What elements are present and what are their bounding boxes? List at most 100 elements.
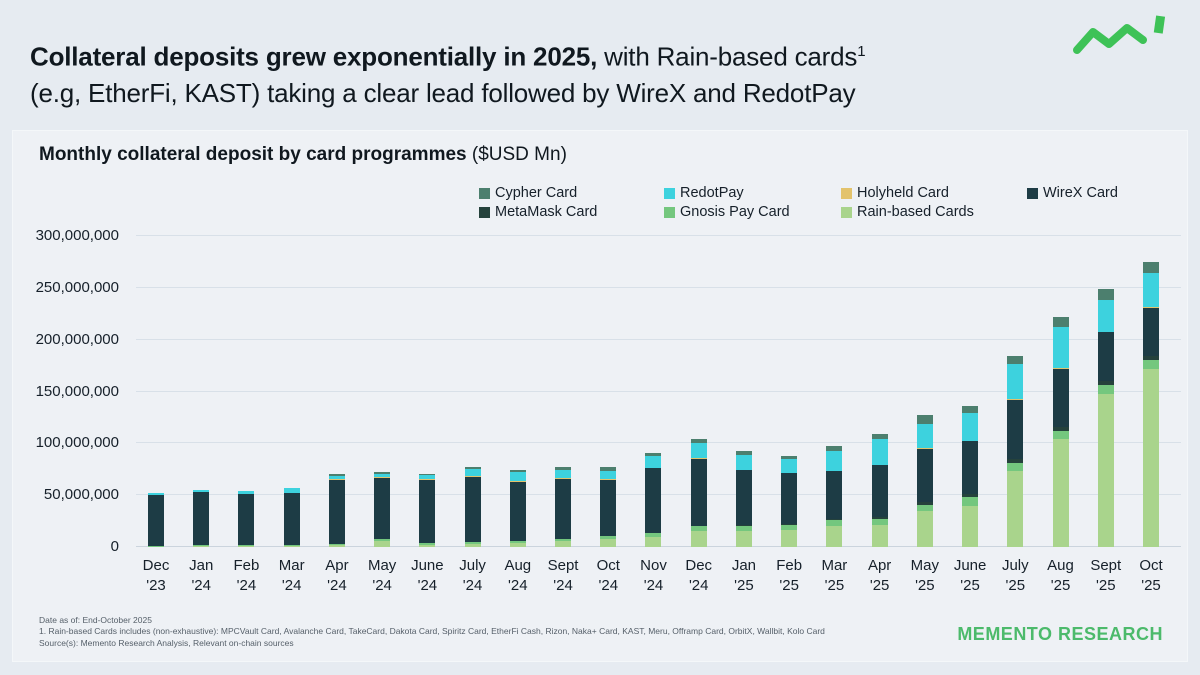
bar-segment (193, 491, 210, 493)
legend-swatch-icon (479, 206, 490, 218)
x-tick-label: July '25 (988, 556, 1042, 596)
bar-segment (962, 412, 979, 441)
bar-segment (735, 470, 752, 526)
plot-area: Dec '23 Jan '24 Feb '24 Mar '24 Apr '24 May '24 June… (136, 235, 1181, 594)
bar-segment (735, 451, 752, 456)
bar-column (509, 469, 526, 547)
page-title-regular: with Rain-based cards (597, 41, 858, 72)
legend-label: RedotPay (680, 185, 744, 201)
gridline (136, 390, 1181, 392)
bar-segment (1097, 381, 1114, 386)
gridline (136, 338, 1181, 340)
bar-segment (1097, 331, 1114, 333)
x-tick-label: July '24 (446, 556, 500, 596)
x-tick-year: '25 (869, 577, 890, 594)
brand-wordmark: MEMENTO RESEARCH (957, 624, 1163, 644)
bar-segment (328, 476, 345, 480)
x-tick-label: Feb '25 (762, 556, 816, 596)
bar-column (1007, 355, 1024, 547)
bar-segment (781, 472, 798, 474)
bar-segment (690, 442, 707, 459)
bar-column (328, 473, 345, 547)
bar-column (1052, 317, 1069, 547)
bar-segment (600, 470, 617, 480)
bar-segment (600, 479, 617, 480)
chart-title-units: ($USD Mn) (466, 144, 567, 165)
x-tick-month: Sept (547, 557, 579, 574)
bar-column (871, 433, 888, 547)
y-axis-labels: 0 50,000,000 100,000,000 150,000,000 200,000… (13, 227, 119, 555)
bar-segment (238, 494, 255, 545)
x-tick-month: Oct (1139, 557, 1163, 574)
bar-segment (781, 473, 798, 525)
bar-segment (419, 473, 436, 475)
bar-segment (1007, 399, 1024, 400)
x-tick-month: Apr (325, 557, 349, 574)
bar-column (419, 473, 436, 547)
bar-segment (871, 519, 888, 526)
gridline (136, 286, 1181, 288)
x-tick-month: May (910, 557, 940, 574)
bar-column (374, 471, 391, 547)
bar-segment (871, 433, 888, 439)
bar-segment (283, 493, 300, 545)
bar-segment (916, 424, 933, 449)
bar-segment (374, 477, 391, 478)
legend-item: Rain-based Cards (841, 204, 974, 220)
bar-segment (419, 474, 436, 480)
bar-column (645, 453, 662, 547)
chart-title-bold: Monthly collateral deposit by card progr… (39, 144, 467, 165)
bar-segment (781, 459, 798, 473)
bar-segment (1097, 299, 1114, 332)
x-tick-label: May '25 (898, 556, 952, 596)
bar-segment (555, 469, 572, 479)
x-tick-year: '25 (1005, 577, 1026, 594)
x-tick-month: July (1001, 557, 1029, 574)
x-tick-month: Feb (776, 557, 803, 574)
bar-segment (645, 456, 662, 468)
bar-segment (826, 471, 843, 520)
bar-segment (1097, 385, 1114, 394)
bar-segment (871, 516, 888, 520)
x-tick-year: '24 (281, 577, 302, 594)
footnote-marker: 1 (857, 43, 866, 60)
legend-item: WireX Card (1027, 185, 1118, 201)
bar-segment (1142, 368, 1159, 547)
bar-segment (193, 545, 210, 547)
y-tick-label: 200,000,000 (35, 330, 119, 348)
bar-segment (148, 545, 164, 547)
bar-segment (374, 540, 391, 547)
bar-segment (374, 538, 391, 541)
y-tick-label: 300,000,000 (35, 227, 119, 244)
bar-segment (238, 544, 255, 546)
bar-segment (464, 541, 481, 544)
bar-segment (1097, 289, 1114, 300)
x-tick-year: '24 (643, 577, 664, 594)
bar-segment (826, 470, 843, 472)
bar-segment (555, 538, 572, 541)
bar-segment (871, 465, 888, 517)
legend-swatch-icon (664, 206, 675, 218)
x-tick-label: Apr '24 (310, 556, 364, 596)
bar-segment (781, 525, 798, 531)
bar-segment (1052, 426, 1069, 431)
bar-column (555, 466, 572, 547)
bar-segment (962, 405, 979, 413)
page-title: Collateral deposits grew exponentially i… (30, 34, 1070, 111)
x-tick-label: Sept '25 (1079, 556, 1133, 596)
x-tick-label: Aug '25 (1034, 556, 1088, 596)
bar-column (148, 492, 164, 547)
x-tick-year: '25 (1141, 577, 1161, 594)
x-tick-year: '24 (462, 577, 483, 594)
bar-segment (509, 481, 526, 482)
bar-segment (735, 525, 752, 527)
bar-segment (509, 481, 526, 541)
x-tick-year: '25 (734, 577, 754, 594)
bar-segment (193, 544, 210, 546)
bar-segment (1142, 307, 1159, 357)
bar-segment (916, 448, 933, 449)
x-tick-year: '24 (236, 577, 257, 594)
bar-segment (600, 479, 617, 536)
x-tick-year: '25 (1095, 577, 1116, 594)
bar-column (916, 414, 933, 547)
